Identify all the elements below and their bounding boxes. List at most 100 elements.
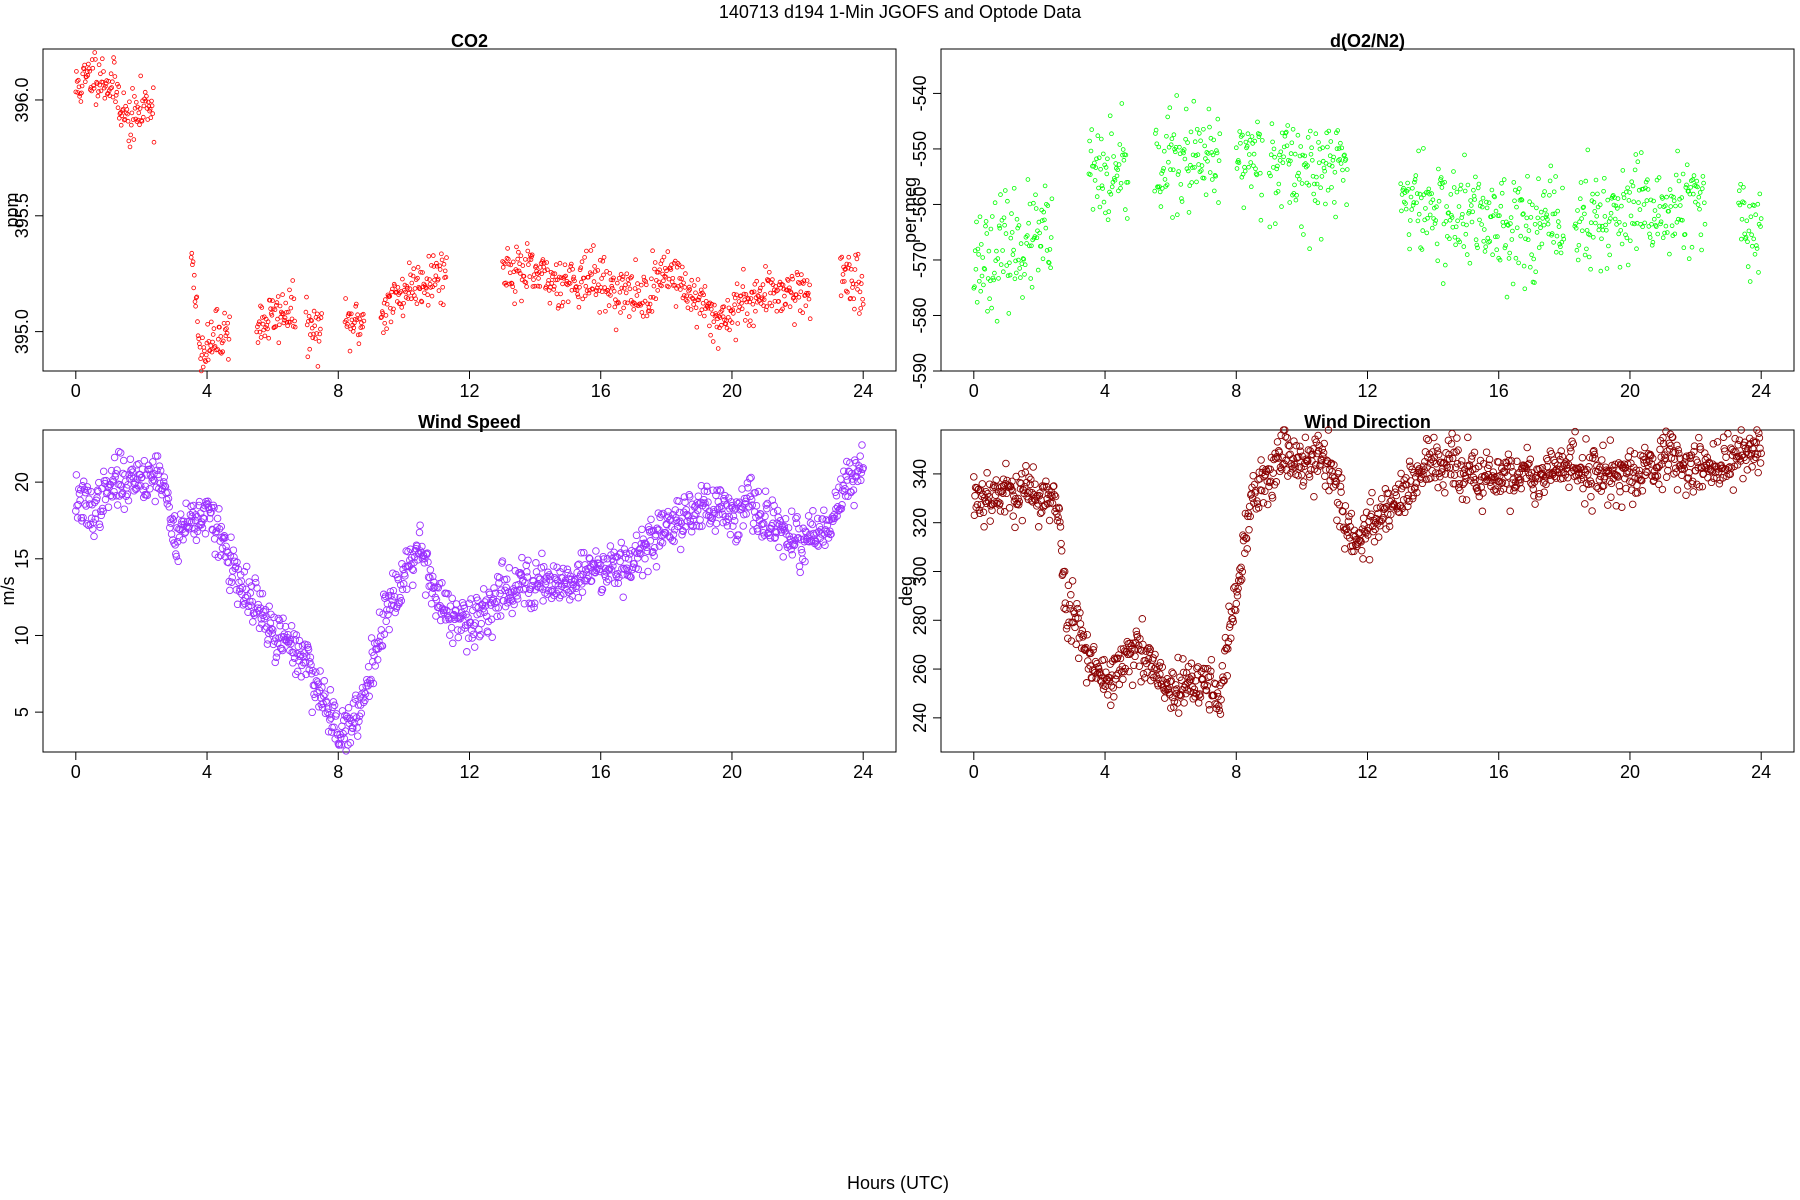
data-point [1608, 216, 1613, 221]
data-point [1615, 206, 1620, 211]
data-point [378, 315, 384, 321]
data-point [96, 89, 101, 94]
data-point [1374, 533, 1383, 541]
data-point [1578, 196, 1583, 202]
data-point [806, 519, 815, 527]
data-point [1112, 671, 1121, 680]
data-point [164, 494, 173, 503]
data-point [1253, 497, 1261, 505]
data-point [604, 269, 609, 274]
data-point [192, 536, 201, 545]
data-point [516, 249, 521, 255]
data-point [852, 267, 858, 272]
data-point [382, 297, 388, 302]
data-point [1326, 128, 1332, 134]
data-point [787, 285, 792, 291]
data-point [980, 523, 988, 531]
data-point [746, 474, 754, 483]
data-point [1485, 461, 1493, 469]
data-point [1579, 484, 1587, 493]
data-point [1743, 466, 1752, 474]
data-point [713, 486, 721, 495]
data-point [1203, 192, 1209, 198]
data-point [204, 352, 209, 358]
data-point [1665, 439, 1673, 448]
data-point [1241, 549, 1249, 557]
data-point [587, 577, 596, 585]
data-point [1544, 456, 1552, 465]
data-point [1145, 643, 1153, 652]
data-point [1532, 222, 1538, 227]
data-point [1506, 256, 1512, 261]
data-point [1479, 489, 1487, 497]
data-point [1664, 466, 1672, 475]
data-point [1438, 175, 1444, 180]
data-point [1125, 180, 1131, 185]
data-point [353, 724, 361, 732]
data-point [779, 553, 787, 561]
data-point [125, 118, 131, 124]
data-point [1441, 221, 1447, 227]
data-point [361, 690, 370, 698]
data-point [1026, 220, 1031, 226]
data-point [625, 572, 633, 580]
data-point [78, 99, 84, 104]
data-point [1213, 689, 1222, 697]
data-point [255, 340, 261, 345]
data-point [1305, 470, 1313, 478]
data-point [93, 57, 98, 62]
panel-o2n2: d(O2/N2) per meg 0 4 8 12 16 20 24 -590-580-57… [900, 31, 1795, 401]
data-point [1087, 673, 1096, 682]
data-point [481, 598, 489, 606]
data-point [840, 272, 846, 277]
data-point [1049, 482, 1057, 491]
data-point [1453, 242, 1458, 248]
data-point [609, 562, 617, 570]
data-point [320, 677, 329, 685]
data-point [1695, 202, 1701, 207]
data-point [1258, 217, 1264, 223]
data-point [108, 71, 114, 76]
data-point [512, 301, 517, 307]
data-point [787, 304, 793, 310]
data-point [727, 327, 732, 333]
data-point [1084, 657, 1092, 665]
data-point [388, 305, 393, 311]
data-point [247, 601, 255, 610]
data-point [288, 305, 294, 311]
data-point [590, 286, 595, 292]
data-point [1454, 446, 1462, 454]
data-point [780, 522, 789, 531]
data-point [167, 530, 176, 538]
data-point [1109, 684, 1117, 692]
data-point [758, 533, 766, 541]
data-point [121, 90, 126, 96]
data-point [1179, 199, 1185, 204]
data-point [1062, 605, 1070, 614]
data-point [1238, 134, 1244, 139]
x-tick-label: 16 [1489, 762, 1509, 782]
data-point [1314, 431, 1322, 440]
data-point [1729, 486, 1738, 494]
data-point [676, 262, 682, 268]
data-point [1296, 170, 1301, 176]
data-point [1641, 202, 1647, 207]
data-point [604, 575, 613, 584]
data-point [632, 286, 638, 291]
data-point [1293, 454, 1301, 462]
data-point [1301, 232, 1306, 237]
data-point [1695, 184, 1700, 190]
data-point [547, 300, 553, 306]
data-point [1587, 232, 1593, 238]
data-point [1434, 450, 1443, 459]
data-point [1156, 144, 1162, 150]
data-point [291, 636, 299, 644]
data-point [1632, 167, 1638, 173]
data-point [533, 263, 539, 269]
data-point [1034, 235, 1040, 241]
data-point [1700, 186, 1705, 191]
data-point [510, 586, 519, 595]
data-point [422, 290, 427, 296]
data-point [1655, 462, 1664, 470]
data-point [1473, 483, 1481, 492]
